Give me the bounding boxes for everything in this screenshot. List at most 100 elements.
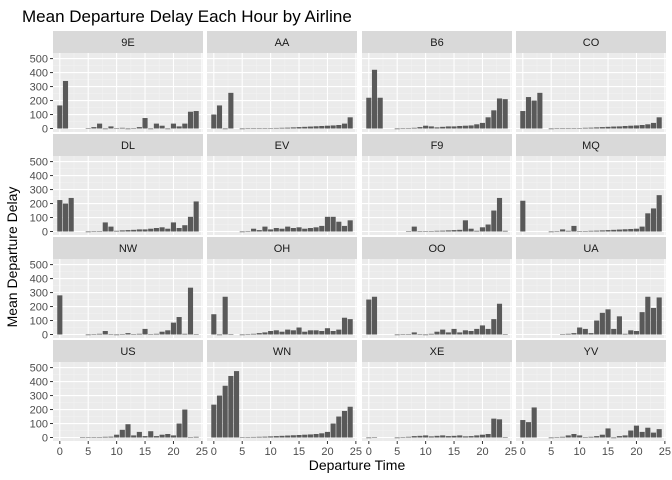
bar (565, 333, 571, 335)
bar (182, 409, 188, 438)
bar (170, 322, 177, 335)
bar (182, 333, 188, 335)
x-tick-label: 0 (366, 446, 372, 458)
bar (434, 435, 440, 438)
y-tick-label: 200 (30, 199, 48, 211)
bar (645, 296, 651, 335)
bar (62, 203, 69, 232)
bar (491, 418, 497, 438)
bar (554, 128, 560, 130)
bar (285, 435, 291, 438)
bar (290, 330, 296, 335)
x-tick-label: 15 (602, 446, 614, 458)
bar (102, 436, 108, 438)
bar (142, 436, 148, 438)
bar (605, 309, 611, 335)
y-tick-label: 300 (30, 288, 48, 300)
facet-strip (516, 237, 666, 259)
bar (222, 128, 228, 130)
bar (502, 99, 508, 129)
bar (341, 410, 348, 438)
bar (411, 436, 417, 438)
y-tick-label: 0 (42, 124, 48, 136)
y-tick-label: 300 (30, 82, 48, 94)
bar (560, 128, 566, 130)
bar (616, 316, 622, 335)
bar (170, 123, 177, 129)
bar (582, 127, 588, 129)
bar (428, 436, 434, 438)
y-tick-label: 0 (42, 227, 48, 239)
bar (594, 320, 600, 335)
bar (136, 431, 142, 438)
bar (474, 435, 480, 438)
bar (193, 201, 199, 232)
panel-background (53, 53, 203, 132)
bar (159, 434, 165, 438)
bar (451, 435, 457, 438)
bar (125, 424, 131, 438)
bar (554, 231, 560, 232)
bar (406, 436, 412, 438)
bar (268, 128, 274, 129)
bar (428, 126, 434, 129)
facet-strip (53, 31, 203, 53)
y-tick-label: 100 (30, 419, 48, 431)
bar (457, 435, 463, 438)
bar (451, 328, 457, 335)
bar (611, 437, 617, 439)
bar (491, 210, 497, 232)
bar (57, 105, 63, 129)
bar (485, 224, 491, 232)
bar (273, 330, 279, 335)
facet-strip (207, 134, 357, 156)
bar (451, 126, 457, 129)
bar (366, 299, 372, 335)
bar (222, 296, 228, 335)
y-tick-label: 400 (30, 171, 48, 183)
bar (97, 231, 103, 232)
bar (445, 230, 451, 232)
bar (599, 230, 605, 232)
facet-strip (53, 340, 203, 362)
y-tick-label: 500 (30, 157, 48, 169)
bar (216, 334, 223, 336)
bar (251, 436, 257, 438)
x-tick-label: 0 (57, 446, 63, 458)
x-tick-label: 5 (239, 446, 245, 458)
y-tick-label: 400 (30, 68, 48, 80)
y-tick-label: 100 (30, 110, 48, 122)
bar (307, 330, 313, 335)
bar (423, 435, 429, 438)
bar (148, 128, 154, 130)
bar (256, 128, 262, 130)
bar (347, 319, 353, 335)
x-tick-label: 20 (630, 446, 642, 458)
bar (628, 228, 634, 232)
bar (560, 334, 566, 335)
y-tick-label: 0 (42, 433, 48, 445)
y-tick-label: 200 (30, 405, 48, 417)
bar (577, 327, 583, 335)
bar (588, 333, 594, 335)
bar (577, 128, 583, 129)
y-tick-label: 100 (30, 316, 48, 328)
bar (313, 434, 319, 438)
y-tick-label: 100 (30, 213, 48, 225)
bar (85, 437, 91, 439)
y-axis-title: Mean Departure Delay (4, 187, 20, 328)
bar (341, 123, 348, 129)
bar (394, 437, 400, 439)
bar (645, 213, 651, 232)
bar (239, 437, 245, 438)
bar (330, 216, 336, 232)
bar (114, 230, 120, 232)
bar (290, 435, 296, 438)
bar (639, 431, 645, 438)
facet-label: YV (584, 346, 599, 358)
bar (423, 231, 429, 232)
bar (633, 331, 640, 335)
bar (57, 295, 63, 335)
bar (594, 436, 600, 438)
bar (142, 229, 148, 232)
